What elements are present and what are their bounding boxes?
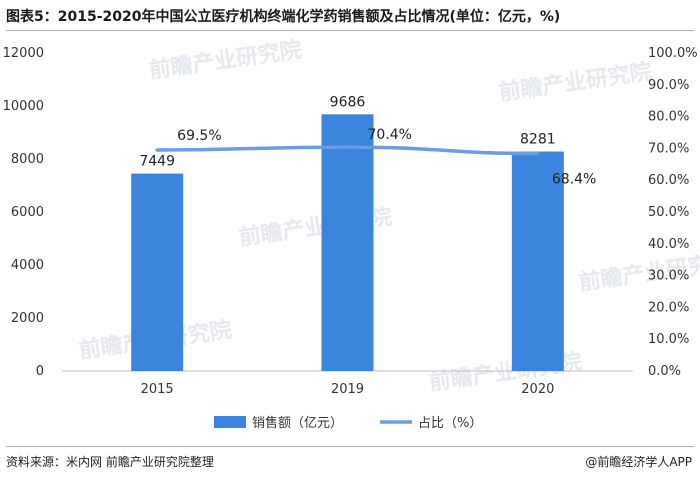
- legend-bar-label: 销售额（亿元）: [252, 415, 343, 431]
- bar-value-label: 7449: [139, 154, 175, 170]
- y-left-tick-label: 10000: [3, 99, 44, 114]
- y-right-tick-label: 50.0%: [648, 205, 689, 220]
- y-left-tick-label: 6000: [11, 205, 44, 220]
- bar-2020: [511, 151, 564, 371]
- x-tick-label: 2015: [141, 382, 174, 397]
- y-left-tick-label: 12000: [3, 46, 44, 61]
- bar-2015: [131, 173, 184, 371]
- y-right-tick-label: 70.0%: [648, 141, 689, 156]
- title-divider: [6, 30, 694, 31]
- chart: 前瞻产业研究院前瞻产业研究院前瞻产业研究院前瞻产业研究院前瞻产业研究院前瞻产业研…: [3, 37, 700, 431]
- x-tick-label: 2019: [331, 382, 364, 397]
- bar-value-label: 9686: [330, 94, 366, 110]
- y-right-tick-label: 60.0%: [648, 173, 689, 188]
- y-left-tick-label: 2000: [11, 311, 44, 326]
- y-right-tick-label: 90.0%: [648, 78, 689, 93]
- watermark-1: 前瞻产业研究院: [497, 59, 653, 106]
- y-right-tick-label: 30.0%: [648, 269, 689, 284]
- bar-2019: [321, 114, 374, 372]
- line-value-label: 68.4%: [552, 171, 596, 187]
- bar-value-label: 8281: [520, 132, 556, 148]
- brand-credit: @前瞻经济学人APP: [585, 455, 692, 469]
- source-note: 资料来源：米内网 前瞻产业研究院整理: [6, 455, 214, 469]
- y-right-tick-label: 0.0%: [648, 364, 681, 379]
- y-left-tick-label: 0: [36, 364, 44, 379]
- footer-divider: [6, 446, 694, 447]
- y-right-tick-label: 100.0%: [648, 46, 698, 61]
- legend-line-label: 占比（%）: [418, 416, 482, 431]
- y-right-tick-label: 20.0%: [648, 300, 689, 315]
- chart-title: 图表5：2015-2020年中国公立医疗机构终端化学药销售额及占比情况(单位：亿…: [6, 9, 561, 25]
- y-right-tick-label: 80.0%: [648, 110, 689, 125]
- y-right-tick-label: 40.0%: [648, 237, 689, 252]
- line-value-label: 70.4%: [368, 127, 412, 143]
- y-left-tick-label: 8000: [11, 152, 44, 167]
- line-value-label: 69.5%: [177, 128, 221, 144]
- share-line: [155, 145, 540, 156]
- watermark-0: 前瞻产业研究院: [147, 37, 303, 84]
- y-right-tick-label: 10.0%: [648, 332, 689, 347]
- x-tick-label: 2020: [521, 382, 554, 397]
- y-left-tick-label: 4000: [11, 258, 44, 273]
- legend-bar-swatch: [214, 416, 246, 428]
